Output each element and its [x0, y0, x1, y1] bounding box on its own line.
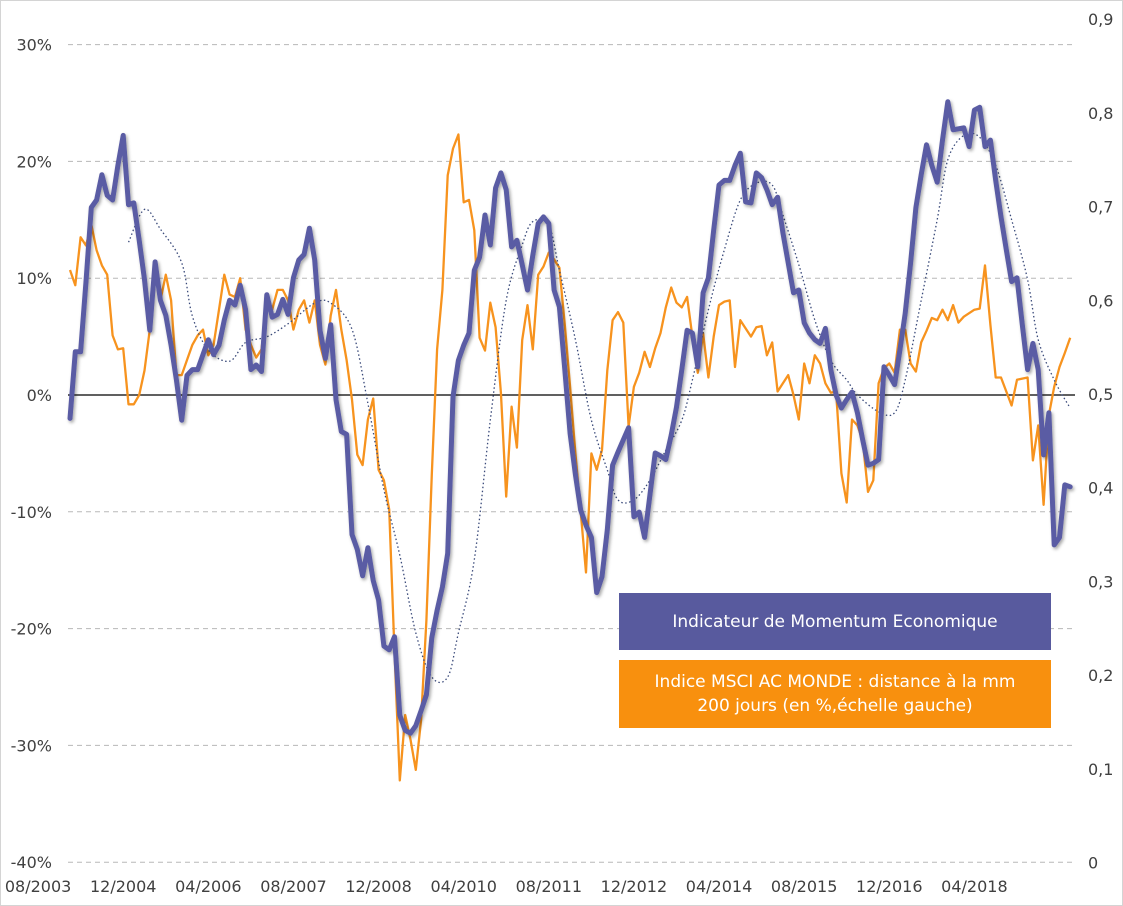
x-tick-label: 12/2004 — [90, 877, 156, 896]
x-tick-label: 08/2015 — [771, 877, 837, 896]
x-tick-label: 04/2010 — [430, 877, 496, 896]
legend-momentum: Indicateur de Momentum Economique — [619, 593, 1051, 650]
left-tick-label: 20% — [16, 152, 52, 171]
right-tick-label: 0,7 — [1088, 198, 1113, 217]
left-tick-label: -20% — [11, 620, 52, 639]
right-axis: 0,9 0,8 0,7 0,6 0,5 0,4 0,3 0,2 0,1 0 — [1088, 10, 1113, 872]
right-tick-label: 0,5 — [1088, 385, 1113, 404]
left-tick-label: 30% — [16, 36, 52, 55]
x-tick-label: 12/2016 — [856, 877, 922, 896]
left-tick-label: -30% — [11, 736, 52, 755]
x-tick-label: 08/2011 — [516, 877, 582, 896]
legend-momentum-label: Indicateur de Momentum Economique — [672, 611, 998, 632]
left-tick-label: 0% — [27, 386, 52, 405]
legend-msci: Indice MSCI AC MONDE : distance à la mm … — [619, 660, 1051, 728]
legend-msci-label-line2: 200 jours (en %,échelle gauche) — [697, 696, 973, 716]
x-tick-label: 12/2012 — [601, 877, 667, 896]
series-lines — [67, 99, 1073, 782]
x-tick-label: 08/2003 — [5, 877, 71, 896]
left-tick-label: -40% — [11, 853, 52, 872]
right-tick-label: 0,4 — [1088, 479, 1113, 498]
right-tick-label: 0,2 — [1088, 666, 1113, 685]
x-axis: 08/2003 12/2004 04/2006 08/2007 12/2008 04/20… — [5, 877, 1008, 896]
right-tick-label: 0,6 — [1088, 291, 1113, 310]
momentum-line — [67, 99, 1073, 736]
x-tick-label: 12/2008 — [345, 877, 411, 896]
x-tick-label: 04/2014 — [686, 877, 752, 896]
left-tick-label: 10% — [16, 269, 52, 288]
left-axis: 30% 20% 10% 0% -10% -20% -30% -40% — [11, 36, 52, 873]
legend-msci-label-line1: Indice MSCI AC MONDE : distance à la mm — [654, 672, 1016, 692]
x-tick-label: 08/2007 — [260, 877, 326, 896]
right-tick-label: 0,9 — [1088, 10, 1113, 29]
right-tick-label: 0 — [1088, 854, 1098, 873]
right-tick-label: 0,1 — [1088, 760, 1113, 779]
x-tick-label: 04/2018 — [941, 877, 1007, 896]
right-tick-label: 0,8 — [1088, 104, 1113, 123]
x-tick-label: 04/2006 — [175, 877, 241, 896]
left-tick-label: -10% — [11, 503, 52, 522]
right-tick-label: 0,3 — [1088, 572, 1113, 591]
